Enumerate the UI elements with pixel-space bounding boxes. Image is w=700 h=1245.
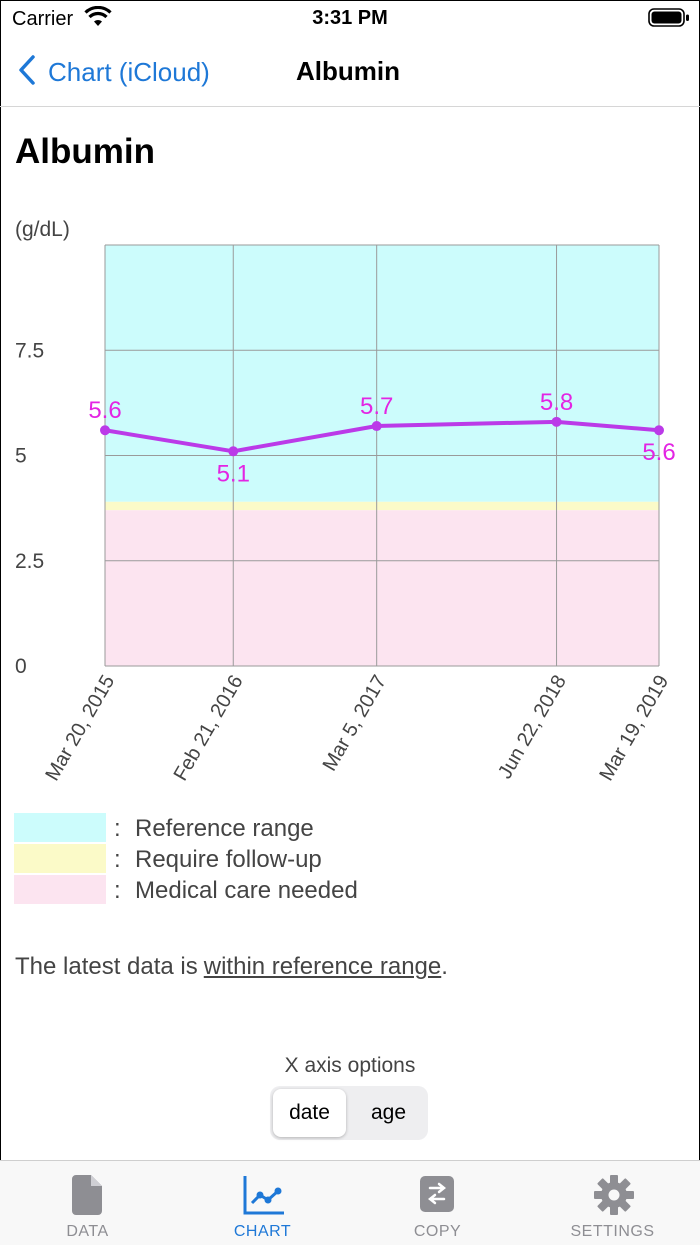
chart-band: [105, 501, 659, 511]
x-tick-label: Jun 22, 2018: [494, 672, 571, 783]
data-point: [371, 421, 382, 432]
data-point: [228, 446, 239, 457]
gear-icon: [594, 1175, 634, 1215]
tab-copy-label: COPY: [413, 1223, 462, 1240]
status-bar: Carrier 3:31 PM: [0, 0, 700, 40]
data-label: 5.6: [642, 439, 675, 466]
summary-prefix: The latest data is: [15, 953, 198, 980]
tab-data[interactable]: DATA: [0, 1161, 175, 1245]
legend-swatch: [14, 844, 106, 873]
chevron-left-icon: [18, 54, 36, 91]
chart-band: [105, 510, 659, 666]
chart-legend: : Reference range: Require follow-up: Medic…: [14, 813, 414, 906]
tab-chart[interactable]: CHART: [175, 1161, 350, 1245]
y-tick-label: 0: [15, 655, 27, 678]
data-point: [654, 425, 664, 436]
legend-colon: :: [114, 877, 121, 904]
data-point: [551, 416, 562, 427]
x-tick-label: Mar 5, 2017: [319, 672, 391, 775]
tab-settings[interactable]: SETTINGS: [525, 1161, 700, 1245]
summary-status-link[interactable]: within reference range: [203, 953, 442, 980]
document-icon: [72, 1175, 102, 1215]
page-title: Albumin: [15, 132, 155, 171]
data-label: 5.6: [88, 397, 121, 424]
tab-chart-label: CHART: [233, 1223, 292, 1240]
back-button[interactable]: Chart (iCloud): [18, 54, 210, 90]
tab-data-label: DATA: [66, 1223, 109, 1240]
legend-item: : Reference range: [14, 813, 414, 844]
legend-label: Reference range: [135, 815, 314, 842]
y-axis-label: (g/dL): [15, 218, 70, 241]
chart-band: [105, 245, 659, 502]
wifi-icon: [84, 5, 112, 33]
y-tick-label: 7.5: [15, 339, 44, 362]
x-tick-label: Mar 19, 2019: [595, 672, 673, 785]
legend-colon: :: [114, 846, 121, 873]
x-tick-label: Mar 20, 2015: [41, 672, 119, 785]
battery-icon: [648, 7, 690, 34]
albumin-line-chart: 7.5 5 2.5 0 Mar 20, 2015 Feb 21, 2016 Mar 5, 2…: [15, 218, 676, 785]
segment-date[interactable]: date: [273, 1089, 346, 1137]
data-label: 5.1: [217, 460, 250, 487]
chart-icon: [243, 1176, 284, 1215]
copy-icon: [420, 1176, 454, 1212]
summary-suffix: .: [441, 953, 448, 980]
legend-item: : Medical care needed: [14, 875, 414, 906]
y-tick-label: 2.5: [15, 550, 44, 573]
tab-bar: DATA CHART COPY: [0, 1160, 700, 1245]
legend-label: Require follow-up: [135, 846, 322, 873]
latest-data-summary: The latest data is within reference range…: [15, 953, 448, 981]
legend-swatch: [14, 875, 106, 904]
x-tick-label: Feb 21, 2016: [170, 672, 248, 785]
y-tick-label: 5: [15, 445, 27, 468]
status-time: 3:31 PM: [312, 7, 388, 29]
navigation-bar: Chart (iCloud) Albumin: [0, 40, 700, 107]
x-axis-segmented-control[interactable]: date age: [270, 1086, 428, 1140]
nav-title: Albumin: [296, 56, 400, 86]
data-label: 5.8: [540, 389, 573, 416]
data-point: [100, 425, 110, 436]
legend-colon: :: [114, 815, 121, 842]
data-label: 5.7: [360, 393, 393, 420]
tab-copy[interactable]: COPY: [350, 1161, 525, 1245]
legend-label: Medical care needed: [135, 877, 358, 904]
segment-age[interactable]: age: [370, 1101, 407, 1124]
tab-settings-label: SETTINGS: [570, 1223, 655, 1240]
x-axis-options-label: X axis options: [284, 1054, 416, 1077]
legend-swatch: [14, 813, 106, 842]
legend-item: : Require follow-up: [14, 844, 414, 875]
back-button-label: Chart (iCloud): [48, 56, 210, 87]
carrier-label: Carrier: [12, 8, 74, 30]
